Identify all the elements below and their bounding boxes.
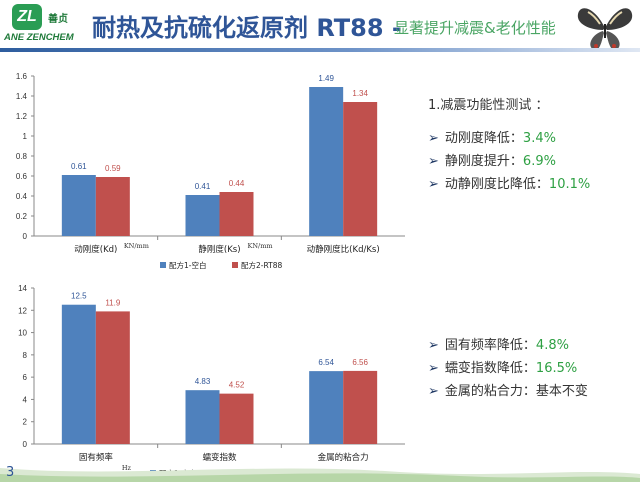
arrow-bullet-icon: ➢: [428, 361, 439, 376]
bottom-notes: ➢ 固有频率降低：4.8% ➢ 蠕变指数降低：16.5% ➢ 金属的粘合力：基本不变: [428, 334, 588, 403]
bar: [61, 175, 96, 236]
category-label: 蠕变指数: [202, 452, 237, 463]
bar: [343, 370, 378, 444]
slide-subtitle: 显著提升减震&老化性能: [394, 19, 556, 37]
y-tick-label: 14: [18, 284, 27, 293]
list-item: ➢ 静刚度提升：6.9%: [428, 154, 556, 169]
category-label: 固有频率: [79, 452, 114, 463]
y-tick-label: 0.8: [16, 152, 28, 161]
butterfly-icon: [577, 8, 633, 51]
arrow-bullet-icon: ➢: [428, 338, 439, 353]
top-notes-heading: 1.减震功能性测试 ：: [428, 98, 549, 113]
y-tick-label: 0.4: [16, 192, 28, 201]
logo-english-name: ANE ZENCHEM: [4, 32, 74, 43]
y-tick-label: 0.2: [16, 212, 28, 221]
data-label: 12.5: [71, 292, 87, 301]
data-label: 4.83: [195, 377, 211, 386]
top-notes: 1.减震功能性测试 ： ➢ 动刚度降低：3.4% ➢ 静刚度提升：6.9% ➢ 动静刚…: [428, 94, 590, 196]
legend-label: 配方1-空白: [169, 260, 206, 270]
list-item: ➢ 动刚度降低：3.4%: [428, 131, 556, 146]
arrow-bullet-icon: ➢: [428, 177, 439, 192]
bar: [61, 304, 96, 444]
unit-label: KN/mm: [248, 242, 273, 250]
bar: [309, 87, 344, 236]
y-tick-label: 8: [23, 351, 28, 360]
data-label: 6.56: [352, 358, 368, 367]
y-tick-label: 6: [23, 373, 28, 382]
data-label: 1.49: [318, 74, 334, 83]
logo-chinese-name: 善贞: [48, 14, 68, 25]
bar: [185, 195, 220, 236]
footer-wave: [0, 468, 640, 482]
bar: [95, 311, 130, 444]
arrow-bullet-icon: ➢: [428, 131, 439, 146]
bar: [219, 393, 254, 444]
unit-label: KN/mm: [124, 242, 149, 250]
data-label: 11.9: [105, 298, 121, 307]
data-label: 0.59: [105, 164, 121, 173]
bar: [185, 390, 220, 444]
y-tick-label: 0.6: [16, 172, 28, 181]
data-label: 4.52: [229, 381, 245, 390]
y-tick-label: 1: [23, 132, 28, 141]
company-logo: ZL 善贞 ANE ZENCHEM: [4, 4, 88, 46]
data-label: 1.34: [352, 89, 368, 98]
page-number: 3: [6, 465, 15, 480]
data-label: 0.44: [229, 179, 245, 188]
frequency-creep-adhesion-chart: 0 2 4 6 8 10 12 14 12.5 11.9 固有频率 Hz 4.83 4.52 蠕变指数 6.5…: [18, 284, 405, 478]
data-label: 0.41: [195, 182, 211, 191]
list-item: ➢ 固有频率降低：4.8%: [428, 338, 569, 353]
slide-title: 耐热及抗硫化返原剂 RT88 -: [92, 14, 402, 42]
y-tick-label: 10: [18, 329, 27, 338]
damping-stiffness-chart: 0 0.2 0.4 0.6 0.8 1 1.2 1.4 1.6 0.61 0.59 动刚度(Kd) KN…: [16, 72, 405, 270]
y-tick-label: 1.2: [16, 112, 28, 121]
arrow-bullet-icon: ➢: [428, 154, 439, 169]
y-tick-label: 4: [23, 395, 28, 404]
y-tick-label: 12: [18, 306, 27, 315]
y-tick-label: 0: [23, 232, 28, 241]
data-label: 0.61: [71, 162, 87, 171]
list-item: ➢ 蠕变指数降低：16.5%: [428, 361, 578, 376]
list-item: ➢ 动静刚度比降低：10.1%: [428, 177, 591, 192]
legend-label: 配方2-RT88: [241, 260, 282, 270]
unit-label: Hz: [122, 464, 132, 472]
bar: [95, 177, 130, 236]
arrow-bullet-icon: ➢: [428, 384, 439, 399]
category-label: 静刚度(Ks): [198, 244, 240, 255]
y-tick-label: 0: [23, 440, 28, 449]
y-tick-label: 1.6: [16, 72, 28, 81]
category-label: 动静刚度比(Kd/Ks): [307, 244, 380, 255]
bar: [343, 102, 378, 236]
logo-mark: ZL: [12, 4, 42, 30]
header-divider: [0, 48, 640, 52]
y-tick-label: 1.4: [16, 92, 28, 101]
bar: [219, 192, 254, 236]
data-label: 6.54: [318, 358, 334, 367]
category-label: 动刚度(Kd): [74, 244, 117, 255]
bar: [309, 371, 344, 444]
list-item: ➢ 金属的粘合力：基本不变: [428, 384, 588, 399]
legend-swatch: [232, 262, 238, 268]
y-tick-label: 2: [23, 418, 28, 427]
legend-swatch: [160, 262, 166, 268]
category-label: 金属的粘合力: [318, 452, 369, 463]
